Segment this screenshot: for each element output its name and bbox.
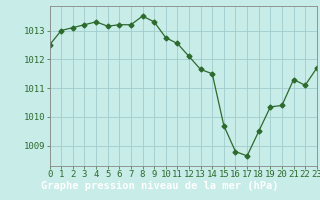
Text: Graphe pression niveau de la mer (hPa): Graphe pression niveau de la mer (hPa)	[41, 181, 279, 191]
